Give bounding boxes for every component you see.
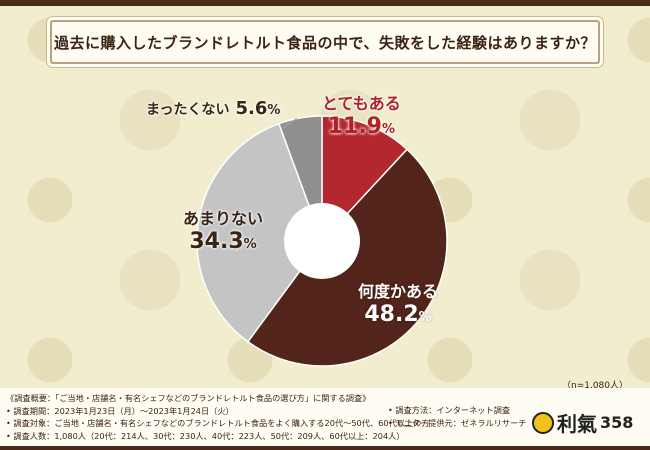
logo-number: 358 — [600, 413, 634, 432]
slice-0-value: 11.9% — [327, 114, 396, 139]
note-line: • 調査方法：インターネット調査 — [388, 405, 511, 415]
slice-3-name: まったくない — [146, 102, 230, 118]
leader-line — [282, 117, 298, 129]
slice-1-value: 48.2% — [364, 302, 432, 327]
title-box: 過去に購入したブランドレトルト食品の中で、失敗をした経験はありますか？ — [50, 20, 600, 64]
slice-2-value: 34.3% — [189, 229, 257, 254]
note-line: 《調査概要：「ご当地・店舗名・有名シェフなどのブランドレトルト食品の選び方」に関… — [6, 393, 371, 403]
note-line: • 調査対象：ご当地・店舗名・有名シェフなどのブランドレトルト食品をよく購入する… — [6, 418, 430, 429]
slice-2-name: あまりない — [183, 209, 264, 228]
note-line: • 調査人数：1,080人（20代：214人、30代：230人、40代：223人… — [6, 430, 405, 441]
sample-size: （n=1,080人） — [561, 381, 628, 391]
logo-text: 利氣 — [557, 412, 597, 436]
pie-slice-2 — [196, 122, 323, 343]
chart-title: 過去に購入したブランドレトルト食品の中で、失敗をした経験はありますか？ — [54, 33, 596, 52]
donut-hole — [284, 203, 360, 279]
bottom-border — [0, 446, 650, 450]
note-line: • モニター提供元：ゼネラルリサーチ — [388, 417, 527, 428]
slice-3-value: 5.6% — [235, 98, 281, 119]
survey-notes-right: • 調査方法：インターネット調査 • モニター提供元：ゼネラルリサーチ — [388, 404, 526, 429]
label-slice-0: とてもある 11.9% — [322, 90, 401, 139]
top-border — [0, 0, 650, 6]
label-slice-3: まったくない 5.6% — [146, 98, 280, 119]
label-slice-1: 何度かある 48.2% — [358, 278, 438, 327]
slice-0-name: とてもある — [322, 94, 401, 113]
slice-1-name: 何度かある — [358, 282, 439, 301]
logo-mark-icon — [532, 411, 554, 434]
note-line: • 調査期間：2023年1月23日（月）～2023年1月24日（火） — [6, 405, 234, 416]
survey-notes: 《調査概要：「ご当地・店舗名・有名シェフなどのブランドレトルト食品の選び方」に関… — [6, 392, 430, 442]
brand-logo: 利氣 358 — [532, 408, 633, 437]
label-slice-2: あまりない 34.3% — [183, 205, 263, 254]
